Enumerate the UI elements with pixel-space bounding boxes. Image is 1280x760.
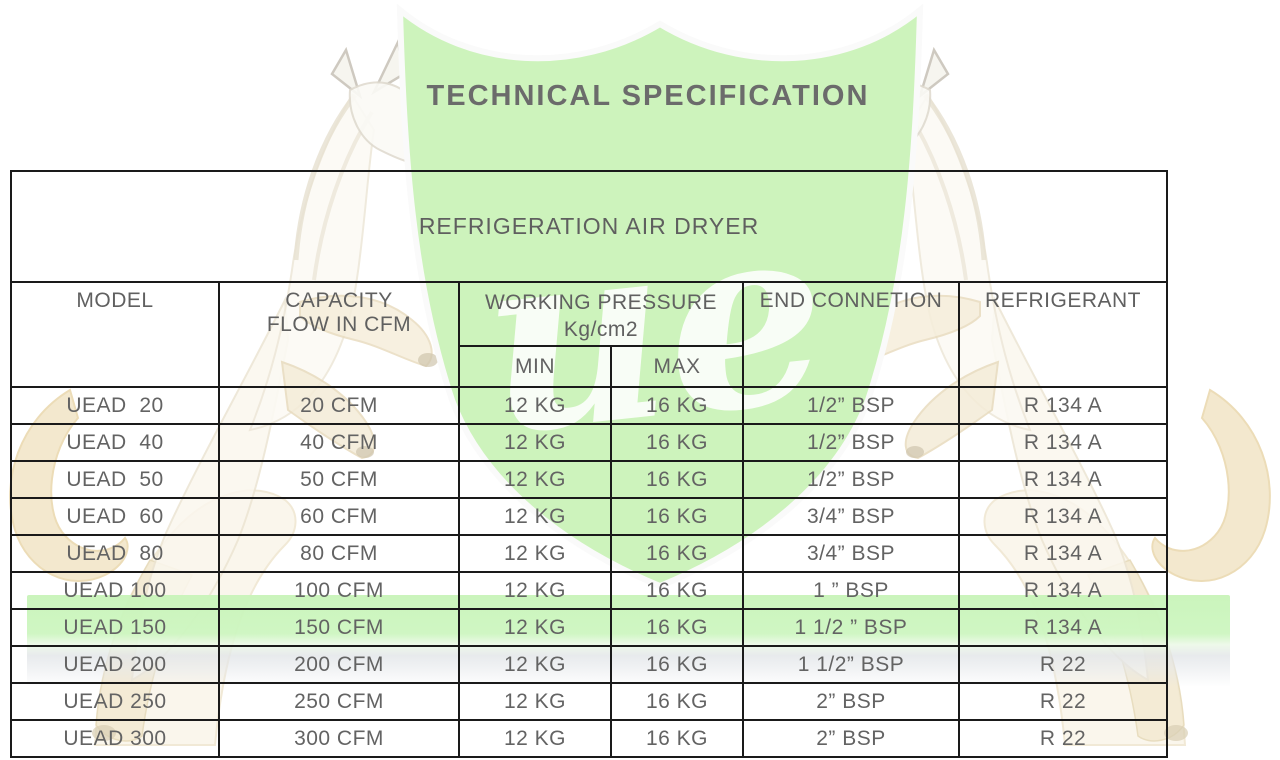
cell-capacity: 150 CFM bbox=[218, 608, 460, 647]
col-header-model: MODEL bbox=[10, 281, 220, 388]
cell-refrigerant: R 22 bbox=[958, 719, 1168, 758]
cell-refrigerant: R 134 A bbox=[958, 571, 1168, 610]
col-header-working-pressure: WORKING PRESSURE Kg/cm2 bbox=[458, 281, 744, 347]
table-row: UEAD 80 80 CFM 12 KG 16 KG 3/4” BSP R 13… bbox=[10, 534, 1168, 573]
cell-capacity: 250 CFM bbox=[218, 682, 460, 721]
table-row: UEAD 300 300 CFM 12 KG 16 KG 2” BSP R 22 bbox=[10, 719, 1168, 758]
cell-min: 12 KG bbox=[458, 534, 612, 573]
caption-row: REFRIGERATION AIR DRYER bbox=[10, 170, 1168, 283]
cell-model: UEAD 20 bbox=[10, 386, 220, 425]
table-row: UEAD 200 200 CFM 12 KG 16 KG 1 1/2” BSP … bbox=[10, 645, 1168, 684]
table-row: UEAD 100 100 CFM 12 KG 16 KG 1 ” BSP R 1… bbox=[10, 571, 1168, 610]
cell-max: 16 KG bbox=[610, 682, 744, 721]
cell-min: 12 KG bbox=[458, 719, 612, 758]
cell-end-connection: 2” BSP bbox=[742, 682, 960, 721]
pressure-line1: WORKING PRESSURE bbox=[484, 291, 718, 314]
table-row: UEAD 20 20 CFM 12 KG 16 KG 1/2” BSP R 13… bbox=[10, 386, 1168, 425]
col-header-min: MIN bbox=[458, 345, 612, 388]
cell-model: UEAD 150 bbox=[10, 608, 220, 647]
table-row: UEAD 50 50 CFM 12 KG 16 KG 1/2” BSP R 13… bbox=[10, 460, 1168, 499]
table-row: UEAD 250 250 CFM 12 KG 16 KG 2” BSP R 22 bbox=[10, 682, 1168, 721]
cell-end-connection: 1/2” BSP bbox=[742, 460, 960, 499]
cell-min: 12 KG bbox=[458, 423, 612, 462]
cell-min: 12 KG bbox=[458, 571, 612, 610]
cell-capacity: 300 CFM bbox=[218, 719, 460, 758]
cell-max: 16 KG bbox=[610, 386, 744, 425]
cell-min: 12 KG bbox=[458, 497, 612, 536]
cell-end-connection: 1 1/2 ” BSP bbox=[742, 608, 960, 647]
cell-end-connection: 1/2” BSP bbox=[742, 386, 960, 425]
cell-max: 16 KG bbox=[610, 571, 744, 610]
cell-capacity: 60 CFM bbox=[218, 497, 460, 536]
cell-capacity: 50 CFM bbox=[218, 460, 460, 499]
table-row: UEAD 60 60 CFM 12 KG 16 KG 3/4” BSP R 13… bbox=[10, 497, 1168, 536]
cell-min: 12 KG bbox=[458, 682, 612, 721]
cell-max: 16 KG bbox=[610, 719, 744, 758]
table-caption: REFRIGERATION AIR DRYER bbox=[10, 170, 1168, 283]
cell-capacity: 200 CFM bbox=[218, 645, 460, 684]
cell-end-connection: 3/4” BSP bbox=[742, 534, 960, 573]
col-header-capacity: CAPACITY FLOW IN CFM bbox=[218, 281, 460, 388]
cell-model: UEAD 250 bbox=[10, 682, 220, 721]
cell-refrigerant: R 22 bbox=[958, 645, 1168, 684]
col-header-max: MAX bbox=[610, 345, 744, 388]
header-row: MODEL CAPACITY FLOW IN CFM WORKING PRESS… bbox=[10, 281, 1168, 388]
capacity-line2: FLOW IN CFM bbox=[266, 313, 412, 336]
cell-model: UEAD 200 bbox=[10, 645, 220, 684]
cell-capacity: 80 CFM bbox=[218, 534, 460, 573]
spec-table: REFRIGERATION AIR DRYER MODEL CAPACITY F… bbox=[10, 170, 1168, 758]
capacity-line1: CAPACITY bbox=[285, 289, 393, 312]
cell-min: 12 KG bbox=[458, 460, 612, 499]
cell-min: 12 KG bbox=[458, 645, 612, 684]
cell-max: 16 KG bbox=[610, 534, 744, 573]
cell-min: 12 KG bbox=[458, 386, 612, 425]
cell-end-connection: 1/2” BSP bbox=[742, 423, 960, 462]
subheader-row: MIN MAX bbox=[11, 345, 1167, 388]
cell-refrigerant: R 134 A bbox=[958, 534, 1168, 573]
cell-model: UEAD 60 bbox=[10, 497, 220, 536]
cell-end-connection: 2” BSP bbox=[742, 719, 960, 758]
cell-model: UEAD 50 bbox=[10, 460, 220, 499]
cell-refrigerant: R 134 A bbox=[958, 497, 1168, 536]
cell-refrigerant: R 22 bbox=[958, 682, 1168, 721]
cell-model: UEAD 100 bbox=[10, 571, 220, 610]
pressure-line2: Kg/cm2 bbox=[563, 318, 639, 342]
cell-end-connection: 1 1/2” BSP bbox=[742, 645, 960, 684]
cell-capacity: 40 CFM bbox=[218, 423, 460, 462]
col-header-end-connection: END CONNETION bbox=[742, 281, 960, 388]
cell-max: 16 KG bbox=[610, 497, 744, 536]
cell-model: UEAD 80 bbox=[10, 534, 220, 573]
table-row: UEAD 40 40 CFM 12 KG 16 KG 1/2” BSP R 13… bbox=[10, 423, 1168, 462]
cell-model: UEAD 40 bbox=[10, 423, 220, 462]
table-row-highlighted: UEAD 150 150 CFM 12 KG 16 KG 1 1/2 ” BSP… bbox=[10, 608, 1168, 647]
cell-refrigerant: R 134 A bbox=[958, 423, 1168, 462]
cell-min: 12 KG bbox=[458, 608, 612, 647]
cell-max: 16 KG bbox=[610, 645, 744, 684]
col-header-refrigerant: REFRIGERANT bbox=[958, 281, 1168, 388]
cell-capacity: 100 CFM bbox=[218, 571, 460, 610]
cell-refrigerant: R 134 A bbox=[958, 460, 1168, 499]
cell-capacity: 20 CFM bbox=[218, 386, 460, 425]
cell-end-connection: 1 ” BSP bbox=[742, 571, 960, 610]
cell-max: 16 KG bbox=[610, 460, 744, 499]
cell-max: 16 KG bbox=[610, 608, 744, 647]
cell-end-connection: 3/4” BSP bbox=[742, 497, 960, 536]
cell-max: 16 KG bbox=[610, 423, 744, 462]
cell-refrigerant: R 134 A bbox=[958, 608, 1168, 647]
page-title: TECHNICAL SPECIFICATION bbox=[426, 80, 870, 112]
cell-model: UEAD 300 bbox=[10, 719, 220, 758]
cell-refrigerant: R 134 A bbox=[958, 386, 1168, 425]
